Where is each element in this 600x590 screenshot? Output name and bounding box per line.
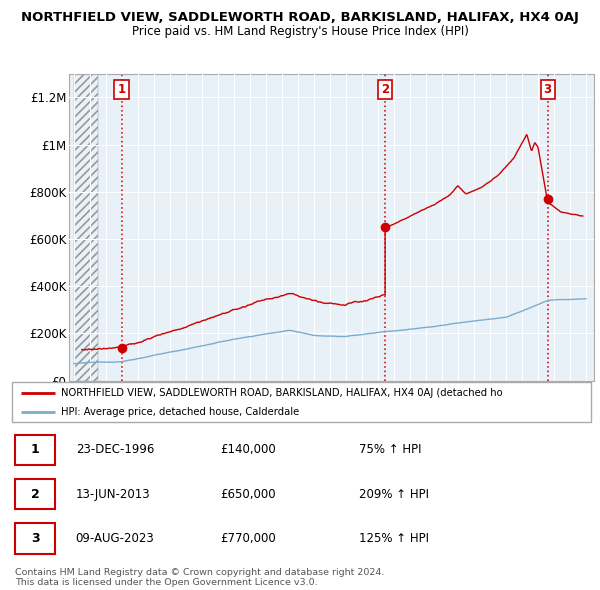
Text: Contains HM Land Registry data © Crown copyright and database right 2024.: Contains HM Land Registry data © Crown c… [15, 568, 385, 576]
Text: 209% ↑ HPI: 209% ↑ HPI [359, 487, 430, 501]
Text: This data is licensed under the Open Government Licence v3.0.: This data is licensed under the Open Gov… [15, 578, 317, 587]
Text: £140,000: £140,000 [220, 443, 276, 456]
Text: 3: 3 [544, 83, 552, 96]
Text: 1: 1 [118, 83, 125, 96]
Text: 13-JUN-2013: 13-JUN-2013 [76, 487, 151, 501]
Text: 75% ↑ HPI: 75% ↑ HPI [359, 443, 422, 456]
Text: 125% ↑ HPI: 125% ↑ HPI [359, 532, 430, 545]
Text: NORTHFIELD VIEW, SADDLEWORTH ROAD, BARKISLAND, HALIFAX, HX4 0AJ (detached ho: NORTHFIELD VIEW, SADDLEWORTH ROAD, BARKI… [61, 388, 503, 398]
Text: £650,000: £650,000 [220, 487, 276, 501]
Text: 23-DEC-1996: 23-DEC-1996 [76, 443, 154, 456]
Text: NORTHFIELD VIEW, SADDLEWORTH ROAD, BARKISLAND, HALIFAX, HX4 0AJ: NORTHFIELD VIEW, SADDLEWORTH ROAD, BARKI… [21, 11, 579, 24]
FancyBboxPatch shape [15, 523, 55, 554]
Text: HPI: Average price, detached house, Calderdale: HPI: Average price, detached house, Cald… [61, 407, 299, 417]
Text: Price paid vs. HM Land Registry's House Price Index (HPI): Price paid vs. HM Land Registry's House … [131, 25, 469, 38]
Text: 2: 2 [31, 487, 40, 501]
Text: £770,000: £770,000 [220, 532, 276, 545]
FancyBboxPatch shape [15, 479, 55, 509]
Text: 3: 3 [31, 532, 40, 545]
Text: 1: 1 [31, 443, 40, 456]
FancyBboxPatch shape [12, 382, 591, 422]
Text: 2: 2 [381, 83, 389, 96]
FancyBboxPatch shape [15, 434, 55, 465]
Text: 09-AUG-2023: 09-AUG-2023 [76, 532, 154, 545]
